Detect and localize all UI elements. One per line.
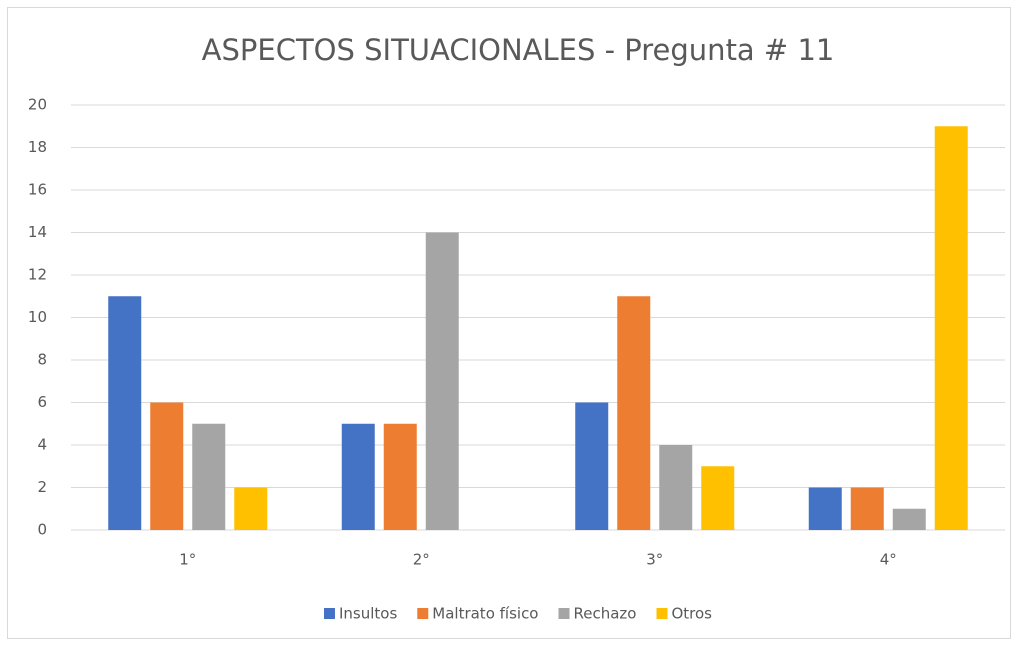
bar	[234, 487, 268, 530]
y-tick-label: 12	[28, 266, 47, 284]
bar	[850, 487, 884, 530]
bar	[192, 423, 226, 530]
x-tick-label: 2°	[413, 551, 430, 569]
bar	[617, 296, 651, 530]
y-tick-label: 8	[37, 351, 47, 369]
chart-title: ASPECTOS SITUACIONALES - Pregunta # 11	[202, 33, 835, 67]
bar	[383, 423, 417, 530]
y-tick-label: 20	[28, 96, 47, 114]
legend-label: Insultos	[339, 605, 397, 623]
legend-swatch	[323, 608, 335, 619]
y-tick-label: 16	[28, 181, 47, 199]
legend-swatch	[656, 608, 668, 619]
bar	[892, 508, 926, 530]
chart-border	[7, 7, 1011, 639]
bar	[150, 402, 184, 530]
bar	[659, 445, 693, 530]
bar	[425, 232, 459, 530]
x-tick-label: 3°	[646, 551, 663, 569]
legend-swatch	[558, 608, 570, 619]
bar	[701, 466, 735, 530]
bar	[808, 487, 842, 530]
y-tick-label: 18	[28, 138, 47, 156]
legend-swatch	[417, 608, 429, 619]
bar	[341, 423, 375, 530]
y-tick-label: 0	[37, 521, 47, 539]
y-tick-label: 14	[28, 223, 47, 241]
y-tick-label: 4	[37, 436, 47, 454]
x-tick-label: 4°	[880, 551, 897, 569]
bar	[934, 126, 968, 530]
bar	[575, 402, 609, 530]
y-tick-label: 6	[37, 393, 47, 411]
x-tick-label: 1°	[179, 551, 196, 569]
y-tick-label: 10	[28, 308, 47, 326]
legend-label: Rechazo	[574, 605, 637, 623]
legend-label: Otros	[671, 605, 712, 623]
bar	[108, 296, 142, 530]
legend-label: Maltrato físico	[432, 605, 538, 623]
y-tick-label: 2	[37, 478, 47, 496]
